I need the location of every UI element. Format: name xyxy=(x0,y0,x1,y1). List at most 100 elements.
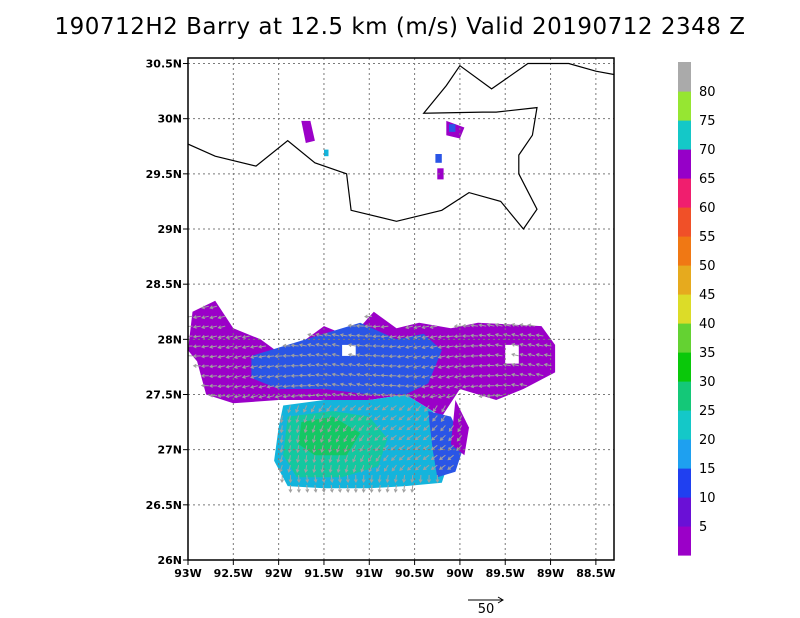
wind-arrow-157 xyxy=(225,364,234,369)
wind-arrow-356 xyxy=(295,425,300,434)
wind-arrow-121 xyxy=(274,354,283,359)
colorbar-swatch-2 xyxy=(678,468,691,498)
wind-arrow-143 xyxy=(461,354,470,359)
wind-arrow-216 xyxy=(356,372,364,377)
wind-arrow-110 xyxy=(188,354,193,358)
colorbar-label-6: 35 xyxy=(699,346,716,361)
wind-arrow-148 xyxy=(511,352,519,357)
wind-arrow-493 xyxy=(337,484,342,493)
wind-arrow-188 xyxy=(478,363,487,368)
wind-arrow-107 xyxy=(527,343,536,347)
wind-arrow-90 xyxy=(380,344,389,349)
wind-arrow-194 xyxy=(527,362,536,367)
colorbar-label-12: 65 xyxy=(699,172,716,187)
wind-arrow-112 xyxy=(200,354,209,359)
x-tick-label-0: 93W xyxy=(174,567,201,580)
wind-arrow-292 xyxy=(315,393,324,398)
wind-arrow-379 xyxy=(295,435,300,444)
wind-arrow-116 xyxy=(233,355,242,359)
wind-arrow-337 xyxy=(319,415,324,423)
wind-arrow-469 xyxy=(296,474,301,483)
wind-arrow-199 xyxy=(217,374,226,379)
wind-arrow-58 xyxy=(453,334,462,339)
wind-arrow-444 xyxy=(447,454,454,461)
y-tick-label-6: 29N xyxy=(157,223,182,236)
wind-arrow-7 xyxy=(364,314,373,319)
colorbar-label-15: 80 xyxy=(699,85,716,100)
wind-arrow-479 xyxy=(377,474,382,483)
wind-arrow-437 xyxy=(391,454,397,461)
wind-arrow-184 xyxy=(445,364,454,369)
wind-arrow-313 xyxy=(295,405,300,413)
wind-arrow-86 xyxy=(347,343,356,348)
wind-arrow-56 xyxy=(437,334,446,339)
wind-arrow-41 xyxy=(315,332,324,337)
wind-arrow-89 xyxy=(372,343,381,348)
wind-arrow-182 xyxy=(429,365,438,369)
colorbar-swatch-12 xyxy=(678,178,691,208)
colorbar-label-14: 75 xyxy=(699,114,716,129)
wind-arrow-340 xyxy=(342,415,348,422)
wind-arrow-34 xyxy=(201,334,209,339)
wind-arrow-93 xyxy=(405,345,413,349)
wind-vectors xyxy=(188,305,552,494)
wind-arrow-149 xyxy=(519,352,528,357)
wind-arrow-10 xyxy=(201,325,209,329)
wind-arrow-3 xyxy=(192,315,201,319)
wind-arrow-9 xyxy=(192,324,201,329)
wind-arrow-95 xyxy=(421,345,430,350)
wind-arrow-136 xyxy=(404,354,413,359)
wind-arrow-283 xyxy=(241,394,250,399)
wind-arrow-237 xyxy=(527,372,536,377)
wind-arrow-173 xyxy=(356,362,364,367)
wind-arrow-325 xyxy=(390,405,397,411)
wind-arrow-374 xyxy=(440,425,446,432)
wind-arrow-432 xyxy=(352,455,357,463)
wind-arrow-57 xyxy=(445,334,454,339)
wind-arrow-284 xyxy=(250,394,258,399)
wind-arrow-1 xyxy=(209,305,218,310)
wind-arrow-394 xyxy=(414,434,422,441)
colorbar-swatch-0 xyxy=(678,526,691,556)
wind-arrow-222 xyxy=(404,374,413,379)
wind-arrow-344 xyxy=(373,415,381,421)
wind-arrow-315 xyxy=(310,405,316,413)
wind-arrow-274 xyxy=(486,383,495,388)
wind-arrow-487 xyxy=(288,484,293,493)
wind-arrow-228 xyxy=(453,374,462,379)
wind-arrow-120 xyxy=(266,354,275,359)
wind-arrow-434 xyxy=(368,454,373,463)
wind-arrow-397 xyxy=(439,434,446,441)
wind-arrow-240 xyxy=(209,383,218,388)
wind-arrow-249 xyxy=(282,384,291,389)
wind-arrow-255 xyxy=(331,382,340,387)
wind-arrow-146 xyxy=(486,353,495,358)
wind-arrow-176 xyxy=(380,363,389,368)
wind-arrow-152 xyxy=(543,353,552,357)
colorbar-swatch-7 xyxy=(678,323,691,353)
wind-arrow-464 xyxy=(430,464,438,471)
wind-arrow-461 xyxy=(407,464,414,471)
wind-arrow-217 xyxy=(364,372,373,377)
wind-arrow-300 xyxy=(380,392,389,397)
wind-arrow-21 xyxy=(429,325,438,329)
wind-arrow-181 xyxy=(421,365,430,369)
wind-arrow-137 xyxy=(413,355,422,359)
wind-arrow-375 xyxy=(448,425,455,432)
wind-arrow-162 xyxy=(266,364,275,369)
wind-arrow-193 xyxy=(519,362,528,367)
wind-arrow-449 xyxy=(312,465,317,474)
wind-arrow-354 xyxy=(279,425,284,434)
wind-arrow-151 xyxy=(535,352,544,357)
wind-arrow-336 xyxy=(311,415,316,423)
wind-arrow-68 xyxy=(535,333,544,338)
wind-arrow-446 xyxy=(287,464,292,473)
wind-arrow-0 xyxy=(201,305,209,310)
wind-arrow-401 xyxy=(287,445,292,454)
wind-arrow-404 xyxy=(312,445,317,454)
wind-arrow-443 xyxy=(439,454,446,461)
wind-arrow-424 xyxy=(287,455,292,464)
wind-arrow-87 xyxy=(355,343,364,348)
wind-arrow-453 xyxy=(344,465,349,473)
wind-arrow-438 xyxy=(398,454,405,461)
